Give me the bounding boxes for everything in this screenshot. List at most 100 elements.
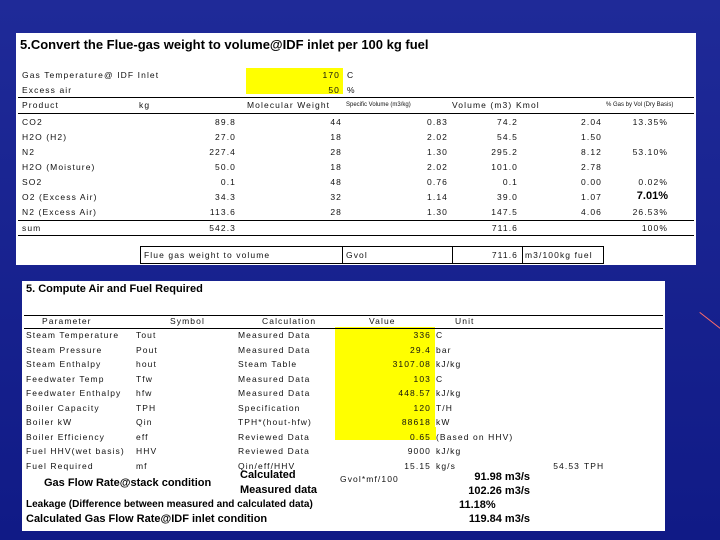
cell-parameter: Steam Enthalpy xyxy=(26,359,102,369)
input-highlight xyxy=(335,327,435,429)
final-value: 119.84 m3/s xyxy=(468,513,530,525)
cell-volume: 147.5 xyxy=(491,207,518,217)
header-calculation: Calculation xyxy=(262,316,317,326)
cell-symbol: TPH xyxy=(136,402,157,413)
cell-value: 88618 xyxy=(401,417,431,427)
panel2-title: 5. Compute Air and Fuel Required xyxy=(26,283,203,295)
header-unit: Unit xyxy=(455,316,475,326)
cell-symbol: hfw xyxy=(136,388,153,398)
cell-value[interactable]: 0.65 xyxy=(410,431,431,442)
cell-mw: 28 xyxy=(330,147,342,157)
cell-unit: C xyxy=(436,373,444,384)
cell-mw: 28 xyxy=(330,207,342,217)
cell-symbol: Tout xyxy=(136,330,157,340)
cell-volume: 74.2 xyxy=(497,117,518,127)
cell-unit: kg/s xyxy=(436,460,456,471)
cell-symbol: Tfw xyxy=(136,373,153,384)
cell-volume: 295.2 xyxy=(491,147,518,157)
gas-temp-unit: C xyxy=(347,70,355,80)
cell-symbol: HHV xyxy=(136,446,158,456)
measured-label: Measured data xyxy=(240,484,318,496)
cell-product: H2O (H2) xyxy=(22,132,68,142)
cell-product: SO2 xyxy=(22,177,43,187)
cell-mw: 18 xyxy=(330,162,342,172)
air-fuel-table: 5. Compute Air and Fuel Required Paramet… xyxy=(22,281,665,531)
cell-symbol: mf xyxy=(136,460,148,471)
cell-kg: 27.0 xyxy=(215,132,236,142)
cell-value[interactable]: 120 xyxy=(413,402,431,413)
cell-parameter: Steam Pressure xyxy=(26,344,103,355)
cell-spvol: 2.02 xyxy=(427,132,448,142)
header-pct-gas: % Gas by Vol (Dry Basis) xyxy=(606,102,674,108)
cell-parameter: Fuel HHV(wet basis) xyxy=(26,446,125,456)
cell-parameter: Boiler Capacity xyxy=(26,402,100,413)
cell-kg: 113.6 xyxy=(209,207,236,217)
cell-kmol: 1.50 xyxy=(581,132,602,142)
cell-kmol: 2.78 xyxy=(581,162,602,172)
cell-mw: 32 xyxy=(330,192,342,202)
cell-spvol: 2.02 xyxy=(427,162,448,172)
cell-value[interactable]: 336 xyxy=(413,330,431,340)
cell-product: O2 (Excess Air) xyxy=(22,192,98,202)
cell-calculation: Reviewed Data xyxy=(238,446,310,456)
cell-value[interactable]: 103 xyxy=(413,373,431,384)
divider xyxy=(24,315,663,316)
cell-kmol: 8.12 xyxy=(581,147,602,157)
final-label: Calculated Gas Flow Rate@IDF inlet condi… xyxy=(26,513,268,525)
cell-product: N2 (Excess Air) xyxy=(22,207,98,217)
cell-spvol: 1.14 xyxy=(427,192,448,202)
cell-symbol: hout xyxy=(136,359,157,369)
gas-flow-label: Gas Flow Rate@stack condition xyxy=(44,477,212,489)
calc-value: 91.98 m3/s xyxy=(474,471,530,483)
panel1-title: 5.Convert the Flue-gas weight to volume@… xyxy=(20,37,429,52)
divider xyxy=(18,97,694,98)
header-symbol: Symbol xyxy=(170,316,205,326)
cell-pct: 53.10% xyxy=(632,147,668,157)
fuel-tph-value: 54.53 xyxy=(553,460,580,471)
cell-calculation: Measured Data xyxy=(238,388,311,398)
cell-pct: 26.53% xyxy=(632,207,668,217)
fv-unit: m3/100kg fuel xyxy=(525,250,593,260)
cell-value[interactable]: 3107.08 xyxy=(392,359,431,369)
fv-symbol: Gvol xyxy=(346,250,368,260)
cell-volume: 54.5 xyxy=(497,132,518,142)
flue-gas-volume-table: 5.Convert the Flue-gas weight to volume@… xyxy=(16,33,696,265)
cell-pct: 7.01% xyxy=(636,190,668,202)
cell-parameter: Feedwater Temp xyxy=(26,373,105,384)
cell-kmol: 0.00 xyxy=(581,177,602,187)
cell-unit: kJ/kg xyxy=(436,388,462,398)
divider xyxy=(18,235,694,236)
cell-value[interactable]: 448.57 xyxy=(398,388,431,398)
cell-kg: 89.8 xyxy=(215,117,236,127)
excess-air-value[interactable]: 50 xyxy=(328,85,340,95)
cell-kmol: 2.04 xyxy=(581,117,602,127)
cell-parameter: Boiler kW xyxy=(26,417,73,427)
cell-value[interactable]: 29.4 xyxy=(410,344,431,355)
cell-pct: 0.02% xyxy=(638,177,668,187)
cell-product: CO2 xyxy=(22,117,43,127)
cell-kg: 0.1 xyxy=(220,177,236,187)
divider xyxy=(24,328,663,329)
cell-spvol: 1.30 xyxy=(427,147,448,157)
cell-kmol: 4.06 xyxy=(581,207,602,217)
divider xyxy=(18,220,694,221)
gas-temp-value[interactable]: 170 xyxy=(322,70,340,80)
cell-kg: 50.0 xyxy=(215,162,236,172)
cell-calculation: Reviewed Data xyxy=(238,431,310,442)
cell-calculation: Specification xyxy=(238,402,301,413)
cell-spvol: 0.83 xyxy=(427,117,448,127)
excess-air-unit: % xyxy=(347,85,356,95)
cell-unit: kJ/kg xyxy=(436,359,462,369)
header-parameter: Parameter xyxy=(42,316,92,326)
cell-kg: 34.3 xyxy=(215,192,236,202)
cell-value: 15.15 xyxy=(404,460,431,471)
header-volume: Volume (m3) xyxy=(452,100,513,110)
calc-formula: Gvol*mf/100 xyxy=(340,474,399,484)
input-highlight xyxy=(335,427,436,440)
cell-unit: C xyxy=(436,330,444,340)
sum-volume: 711.6 xyxy=(491,223,518,233)
cell-calculation: Steam Table xyxy=(238,359,298,369)
cell-product: H2O (Moisture) xyxy=(22,162,96,172)
divider xyxy=(18,113,694,114)
cell-calculation: Measured Data xyxy=(238,330,311,340)
